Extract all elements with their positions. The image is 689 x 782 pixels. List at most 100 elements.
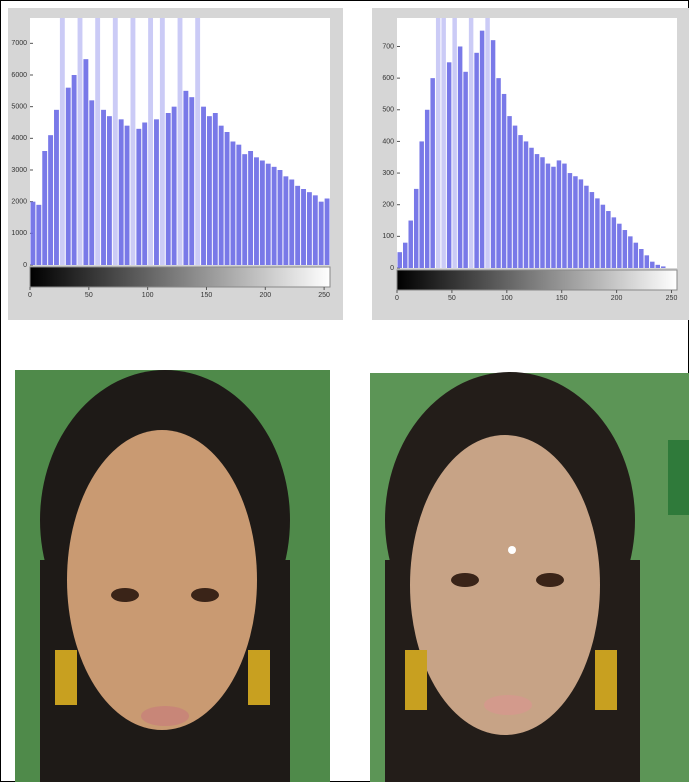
bar xyxy=(148,18,153,265)
bar xyxy=(661,266,665,268)
bar xyxy=(60,18,65,265)
y-tick-label: 500 xyxy=(382,107,394,114)
bar xyxy=(529,148,533,268)
figure: 0100020003000400050006000700005010015020… xyxy=(0,0,689,782)
bar xyxy=(95,18,100,265)
bar xyxy=(248,151,253,265)
bar xyxy=(242,154,247,265)
y-tick-label: 400 xyxy=(382,138,394,145)
bar xyxy=(623,230,627,268)
bar xyxy=(551,167,555,268)
bar xyxy=(142,123,147,266)
bar xyxy=(201,107,206,265)
bar xyxy=(403,243,407,268)
x-tick-label: 250 xyxy=(666,295,678,302)
bar xyxy=(502,94,506,268)
bar xyxy=(535,154,539,268)
x-tick-label: 100 xyxy=(501,295,513,302)
bar xyxy=(219,126,224,265)
bar xyxy=(266,164,271,265)
x-tick-label: 50 xyxy=(85,292,93,299)
bar xyxy=(89,100,94,265)
x-tick-label: 150 xyxy=(201,292,213,299)
bar xyxy=(119,119,124,265)
bar xyxy=(579,179,583,268)
bar xyxy=(491,40,495,268)
bar xyxy=(283,176,288,265)
x-tick-label: 0 xyxy=(395,295,399,302)
x-tick-label: 100 xyxy=(142,292,154,299)
bar xyxy=(72,75,77,265)
photo-equalized xyxy=(370,372,689,782)
bar xyxy=(319,202,324,265)
bar xyxy=(183,91,188,265)
bar xyxy=(557,160,561,268)
y-tick-label: 6000 xyxy=(11,72,27,79)
bar xyxy=(650,262,654,268)
bar xyxy=(458,46,462,268)
bar xyxy=(513,126,517,268)
bar xyxy=(236,145,241,265)
bar xyxy=(207,116,212,265)
bar xyxy=(83,59,88,265)
y-tick-label: 2000 xyxy=(11,199,27,206)
bar xyxy=(225,132,230,265)
bar xyxy=(54,110,59,265)
bar xyxy=(189,97,194,265)
bar xyxy=(430,78,434,268)
bar xyxy=(628,236,632,268)
bar xyxy=(425,110,429,268)
bar xyxy=(125,126,130,265)
bar xyxy=(178,18,183,265)
bar xyxy=(601,205,605,268)
bar xyxy=(496,78,500,268)
bar xyxy=(278,170,283,265)
bar xyxy=(447,62,451,268)
colorbar xyxy=(397,270,677,290)
y-tick-label: 600 xyxy=(382,75,394,82)
bar xyxy=(639,249,643,268)
bar xyxy=(590,192,594,268)
bar xyxy=(524,141,528,268)
y-tick-label: 100 xyxy=(382,233,394,240)
y-tick-label: 3000 xyxy=(11,167,27,174)
x-tick-label: 250 xyxy=(318,292,330,299)
y-tick-label: 200 xyxy=(382,202,394,209)
y-tick-label: 7000 xyxy=(11,40,27,47)
x-tick-label: 0 xyxy=(28,292,32,299)
y-tick-label: 4000 xyxy=(11,135,27,142)
bar xyxy=(195,18,200,265)
bar xyxy=(595,198,599,268)
bar xyxy=(617,224,621,268)
bar xyxy=(48,135,53,265)
bar xyxy=(136,129,141,265)
bar xyxy=(166,113,171,265)
bar xyxy=(101,110,106,265)
bar xyxy=(634,243,638,268)
y-tick-label: 0 xyxy=(390,265,394,272)
bar xyxy=(612,217,616,268)
bar xyxy=(260,161,265,266)
bar xyxy=(325,199,330,266)
bar xyxy=(160,18,165,265)
bar xyxy=(606,211,610,268)
y-tick-label: 5000 xyxy=(11,104,27,111)
bar xyxy=(107,116,112,265)
x-tick-label: 200 xyxy=(259,292,271,299)
bar xyxy=(154,119,159,265)
photo-original xyxy=(15,370,330,782)
bar xyxy=(463,72,467,268)
bar xyxy=(213,113,218,265)
bar xyxy=(289,180,294,266)
bar xyxy=(42,151,47,265)
bar xyxy=(301,189,306,265)
bar xyxy=(645,255,649,268)
bar xyxy=(562,164,566,268)
bar xyxy=(398,252,402,268)
bar xyxy=(31,202,36,265)
colorbar xyxy=(30,267,330,287)
bar xyxy=(295,186,300,265)
bar xyxy=(36,205,41,265)
bar xyxy=(507,116,511,268)
bar xyxy=(452,18,456,268)
